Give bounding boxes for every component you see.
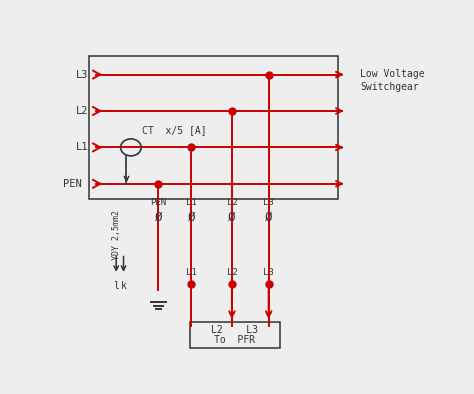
Text: L1: L1 bbox=[76, 142, 88, 152]
Text: Ø: Ø bbox=[155, 211, 162, 224]
Text: L3: L3 bbox=[263, 268, 274, 277]
Text: L1: L1 bbox=[186, 268, 197, 277]
Text: L2: L2 bbox=[76, 106, 88, 116]
Text: l: l bbox=[113, 281, 119, 291]
Text: Ø: Ø bbox=[228, 211, 236, 224]
Text: k: k bbox=[120, 281, 127, 291]
Text: CT  x/5 [A]: CT x/5 [A] bbox=[142, 125, 207, 135]
Text: L3: L3 bbox=[263, 197, 274, 206]
Bar bbox=[190, 322, 280, 348]
Text: Low Voltage
Switchgear: Low Voltage Switchgear bbox=[360, 69, 425, 92]
Text: Ø: Ø bbox=[265, 211, 273, 224]
Text: L3: L3 bbox=[76, 70, 88, 80]
Text: Ø: Ø bbox=[188, 211, 195, 224]
Text: L1: L1 bbox=[186, 197, 197, 206]
Text: L2    L3: L2 L3 bbox=[211, 325, 258, 335]
Text: L2: L2 bbox=[227, 197, 237, 206]
Text: PEN: PEN bbox=[150, 197, 166, 206]
Text: PEN: PEN bbox=[63, 179, 82, 189]
Text: YDY 2,5mm2: YDY 2,5mm2 bbox=[112, 210, 121, 260]
Text: To  PFR: To PFR bbox=[214, 335, 255, 346]
Text: L2: L2 bbox=[227, 268, 237, 277]
Bar bbox=[89, 56, 338, 199]
